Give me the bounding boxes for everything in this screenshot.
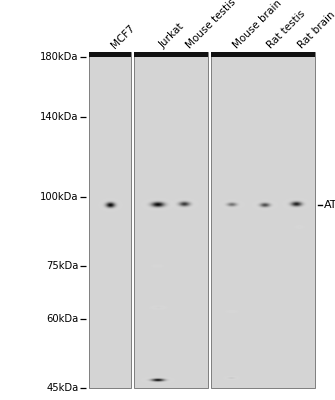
- Text: Mouse brain: Mouse brain: [232, 0, 284, 50]
- Text: Rat testis: Rat testis: [265, 8, 307, 50]
- Text: 45kDa: 45kDa: [46, 383, 78, 393]
- Text: Mouse testis: Mouse testis: [184, 0, 238, 50]
- Bar: [134, 52, 208, 388]
- Bar: [89, 52, 131, 388]
- Bar: [134, 52, 208, 57]
- Text: ATRIP: ATRIP: [324, 200, 335, 210]
- Text: 140kDa: 140kDa: [40, 112, 78, 122]
- Text: Rat brain: Rat brain: [296, 9, 335, 50]
- Text: 180kDa: 180kDa: [40, 52, 78, 62]
- Text: Jurkat: Jurkat: [157, 21, 186, 50]
- Text: MCF7: MCF7: [110, 22, 137, 50]
- Text: 60kDa: 60kDa: [46, 314, 78, 324]
- Bar: [211, 52, 315, 57]
- Bar: [211, 52, 315, 388]
- Text: 100kDa: 100kDa: [40, 192, 78, 202]
- Text: 75kDa: 75kDa: [46, 261, 78, 271]
- Bar: [89, 52, 131, 57]
